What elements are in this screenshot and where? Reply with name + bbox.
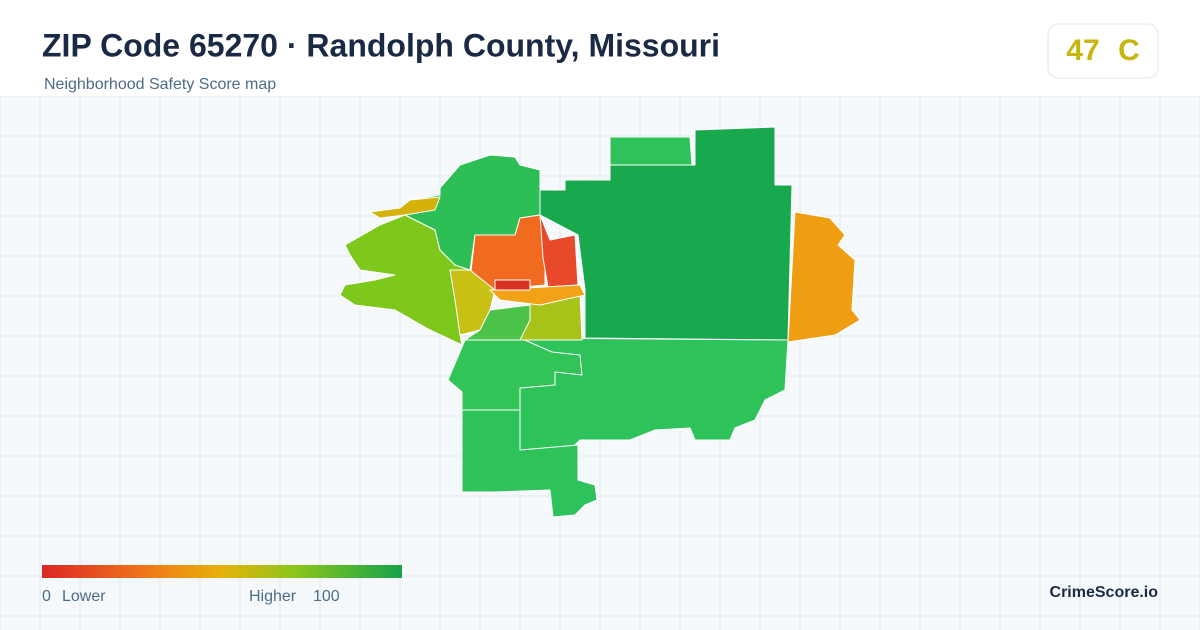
- title: ZIP Code 65270 · Randolph County, Missou…: [42, 27, 720, 63]
- region: [494, 279, 531, 291]
- region: [369, 196, 441, 219]
- region: [464, 304, 531, 341]
- legend-max-label: Higher: [249, 588, 297, 605]
- legend-min: 0: [42, 588, 51, 605]
- grade: C: [1118, 34, 1140, 67]
- score-box: [1047, 23, 1159, 79]
- region: [447, 337, 583, 411]
- legend-max: 100: [313, 588, 340, 605]
- region: [461, 409, 598, 518]
- grid: [0, 95, 1200, 630]
- legend-min-label: Lower: [62, 588, 106, 605]
- brand: CrimeScore.io: [1050, 584, 1159, 601]
- region: [787, 211, 861, 343]
- subtitle: Neighborhood Safety Score map: [44, 76, 276, 93]
- map: [339, 126, 861, 518]
- header-bg: [0, 0, 1200, 96]
- legend-bar: [42, 565, 402, 578]
- region: [609, 136, 693, 166]
- score: 47: [1066, 34, 1099, 67]
